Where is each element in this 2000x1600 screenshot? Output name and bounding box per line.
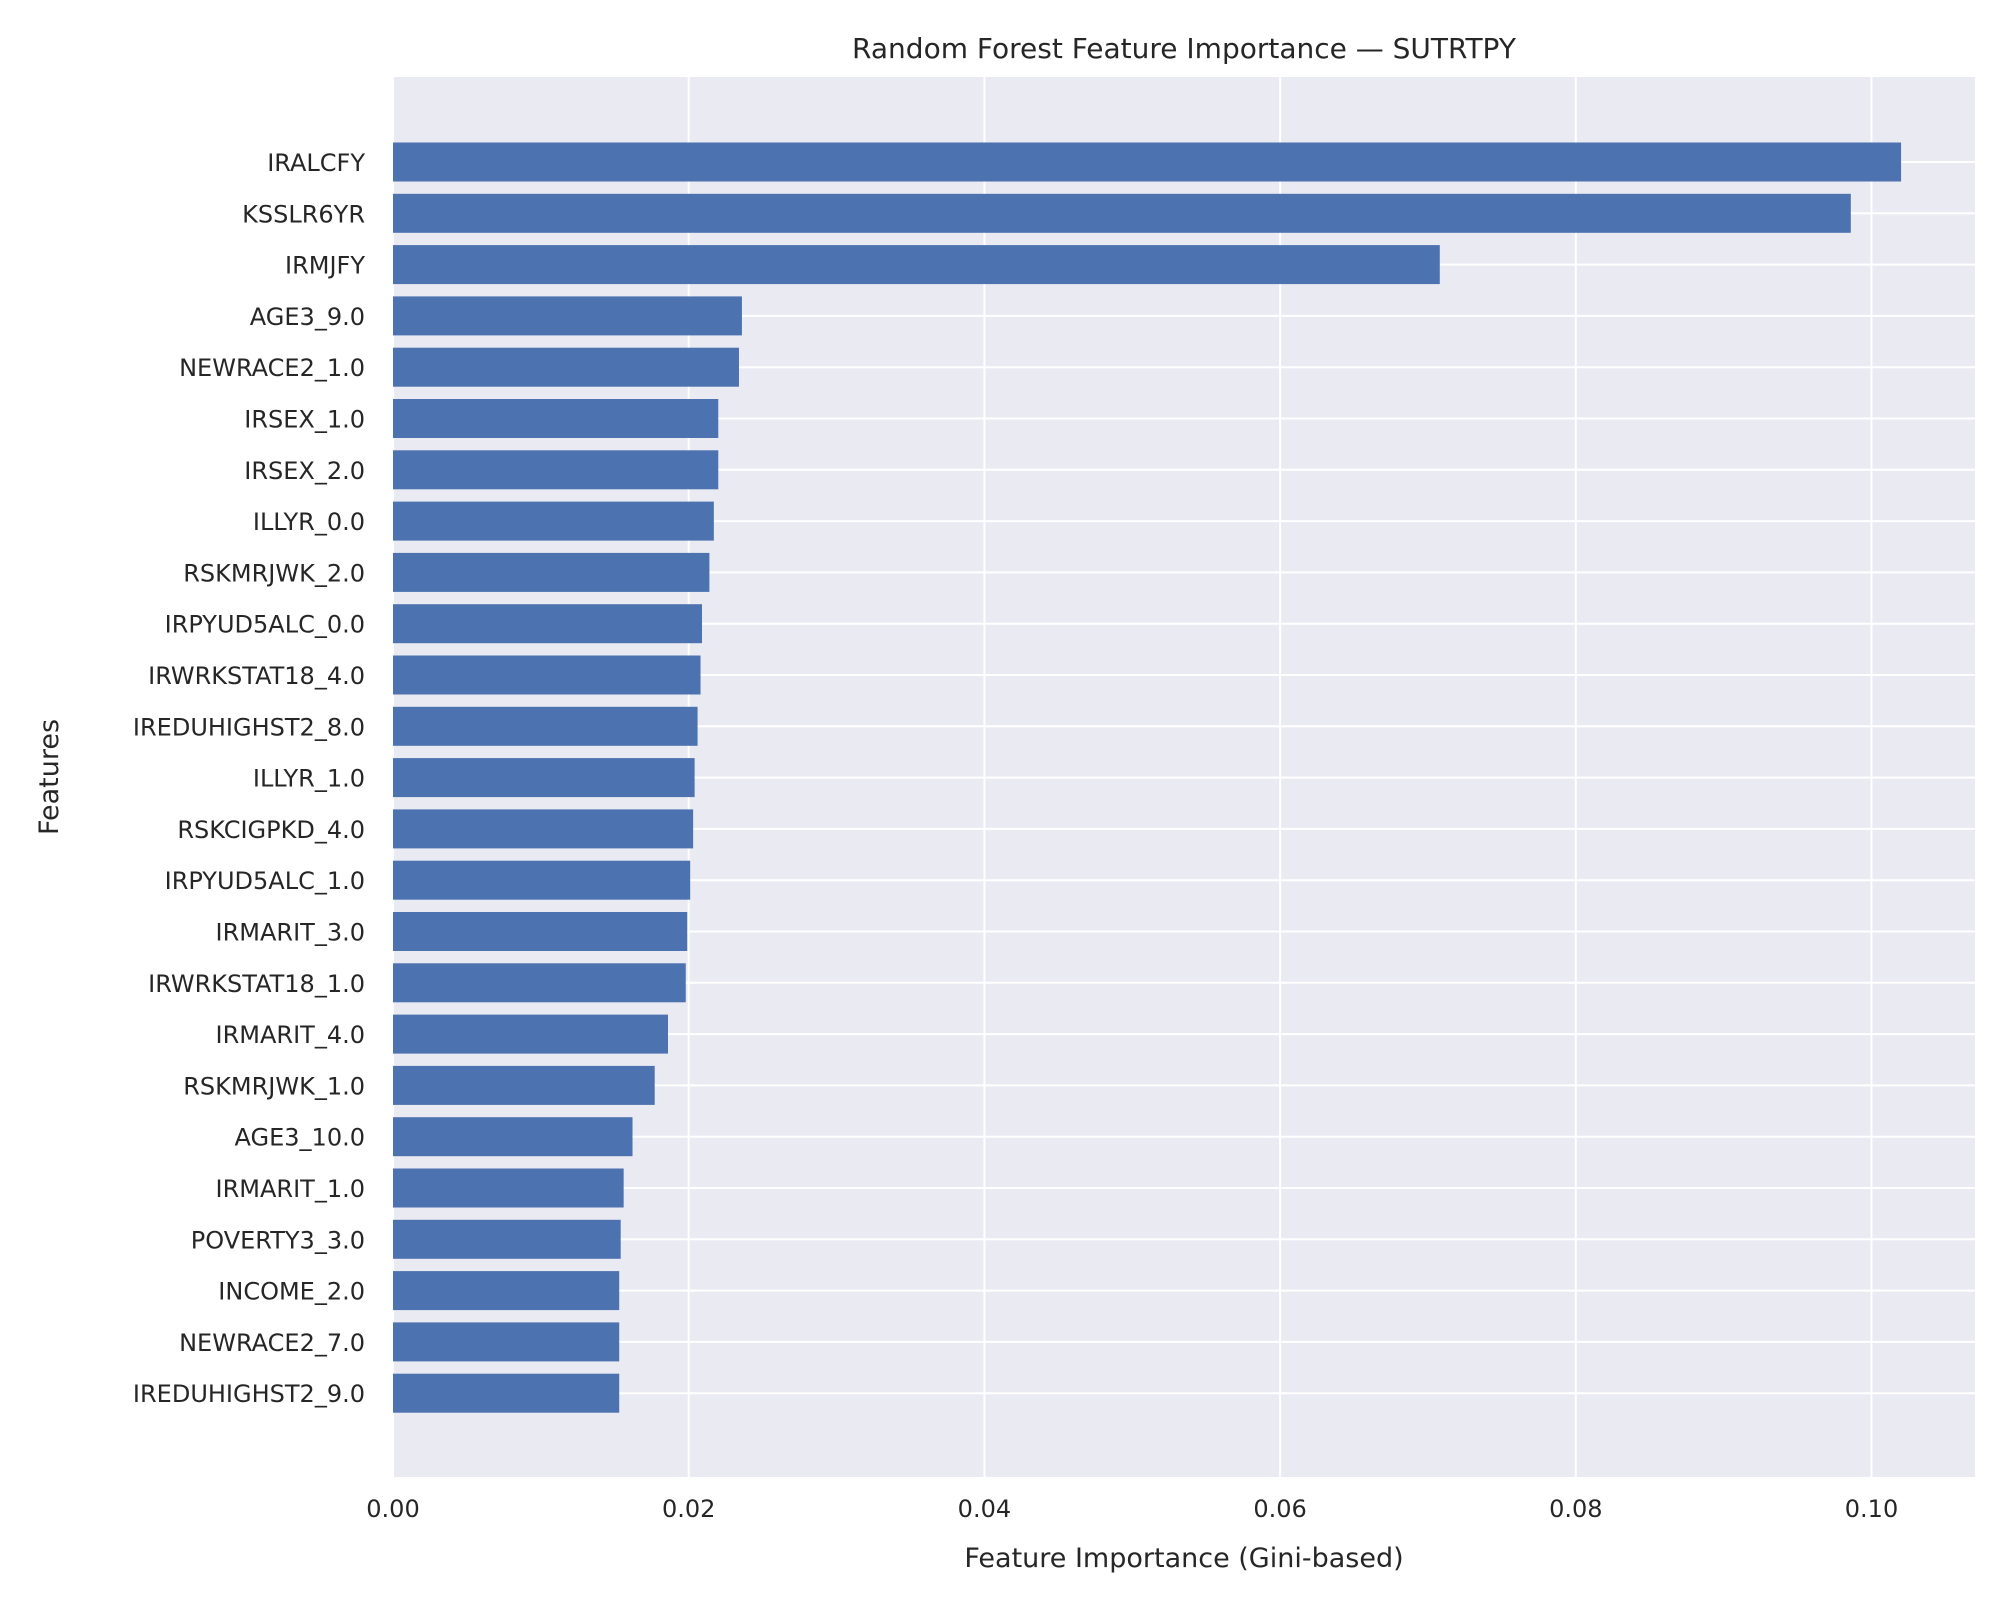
y-tick-label: IRMJFY bbox=[285, 252, 365, 280]
bar-age3-10-0 bbox=[393, 1117, 633, 1157]
bar-irsex-1-0 bbox=[393, 399, 719, 438]
y-tick-label: AGE3_10.0 bbox=[235, 1124, 365, 1152]
y-tick-label: IRWRKSTAT18_4.0 bbox=[148, 662, 365, 690]
bar-irsex-2-0 bbox=[393, 450, 719, 490]
bar-ireduhighst2-8-0 bbox=[393, 706, 698, 746]
y-tick-label: POVERTY3_3.0 bbox=[191, 1226, 365, 1254]
y-tick-label: KSSLR6YR bbox=[242, 200, 365, 228]
y-tick-label: IRMARIT_4.0 bbox=[216, 1021, 365, 1049]
bar-irwrkstat18-1-0 bbox=[393, 963, 686, 1003]
y-tick-label: IREDUHIGHST2_9.0 bbox=[133, 1380, 365, 1408]
y-tick-label: INCOME_2.0 bbox=[218, 1278, 365, 1306]
chart-title: Random Forest Feature Importance — SUTRT… bbox=[852, 32, 1517, 65]
bar-irmarit-4-0 bbox=[393, 1014, 669, 1054]
y-tick-label: IRWRKSTAT18_1.0 bbox=[148, 970, 365, 998]
bar-ksslr6yr bbox=[393, 193, 1851, 233]
y-tick-label: RSKMRJWK_1.0 bbox=[183, 1072, 365, 1100]
y-tick-labels: IRALCFY KSSLR6YR IRMJFY AGE3_9.0 NEWRACE2_1.… bbox=[133, 149, 365, 1408]
bar-rskcigpkd-4-0 bbox=[393, 809, 694, 849]
bar-rskmrjwk-1-0 bbox=[393, 1065, 655, 1105]
bar-ireduhighst2-9-0 bbox=[393, 1373, 620, 1413]
x-tick-labels: 0.00 0.02 0.04 0.06 0.08 0.10 bbox=[366, 1495, 1898, 1523]
x-tick-label: 0.08 bbox=[1549, 1495, 1602, 1523]
y-tick-label: AGE3_9.0 bbox=[250, 303, 365, 331]
bar-irmjfy bbox=[393, 245, 1440, 285]
x-tick-label: 0.02 bbox=[662, 1495, 715, 1523]
bar-iralcfy bbox=[393, 142, 1902, 182]
y-tick-label: NEWRACE2_7.0 bbox=[179, 1329, 365, 1357]
bar-rskmrjwk-2-0 bbox=[393, 552, 710, 592]
y-tick-label: ILLYR_1.0 bbox=[253, 765, 365, 793]
y-tick-label: IRSEX_1.0 bbox=[244, 406, 365, 434]
bar-irpyud5alc-0-0 bbox=[393, 604, 703, 644]
bar-age3-9-0 bbox=[393, 296, 742, 336]
y-axis-label: Features bbox=[34, 719, 65, 835]
y-tick-label: ILLYR_0.0 bbox=[253, 508, 365, 536]
y-tick-label: IRPYUD5ALC_1.0 bbox=[165, 867, 365, 895]
bar-irwrkstat18-4-0 bbox=[393, 655, 701, 695]
bar-irmarit-3-0 bbox=[393, 912, 688, 951]
y-tick-label: IRMARIT_3.0 bbox=[216, 919, 365, 947]
bar-newrace2-7-0 bbox=[393, 1322, 620, 1362]
y-tick-label: IREDUHIGHST2_8.0 bbox=[133, 713, 365, 741]
bar-irmarit-1-0 bbox=[393, 1168, 624, 1208]
x-tick-label: 0.06 bbox=[1253, 1495, 1306, 1523]
x-axis-label: Feature Importance (Gini-based) bbox=[964, 1543, 1403, 1574]
y-tick-label: IRMARIT_1.0 bbox=[216, 1175, 365, 1203]
bar-income-2-0 bbox=[393, 1271, 620, 1311]
y-tick-label: RSKCIGPKD_4.0 bbox=[177, 816, 365, 844]
bars bbox=[393, 142, 1902, 1413]
y-tick-label: IRALCFY bbox=[267, 149, 365, 177]
bar-newrace2-1-0 bbox=[393, 347, 739, 387]
x-tick-label: 0.00 bbox=[366, 1495, 419, 1523]
y-tick-label: NEWRACE2_1.0 bbox=[179, 354, 365, 382]
x-tick-label: 0.10 bbox=[1845, 1495, 1898, 1523]
y-tick-label: RSKMRJWK_2.0 bbox=[183, 559, 365, 587]
bar-illyr-0-0 bbox=[393, 501, 714, 541]
y-tick-label: IRPYUD5ALC_0.0 bbox=[165, 611, 365, 639]
bar-poverty3-3-0 bbox=[393, 1219, 621, 1259]
bar-illyr-1-0 bbox=[393, 758, 695, 798]
x-tick-label: 0.04 bbox=[958, 1495, 1011, 1523]
bar-irpyud5alc-1-0 bbox=[393, 860, 691, 900]
y-tick-label: IRSEX_2.0 bbox=[244, 457, 365, 485]
